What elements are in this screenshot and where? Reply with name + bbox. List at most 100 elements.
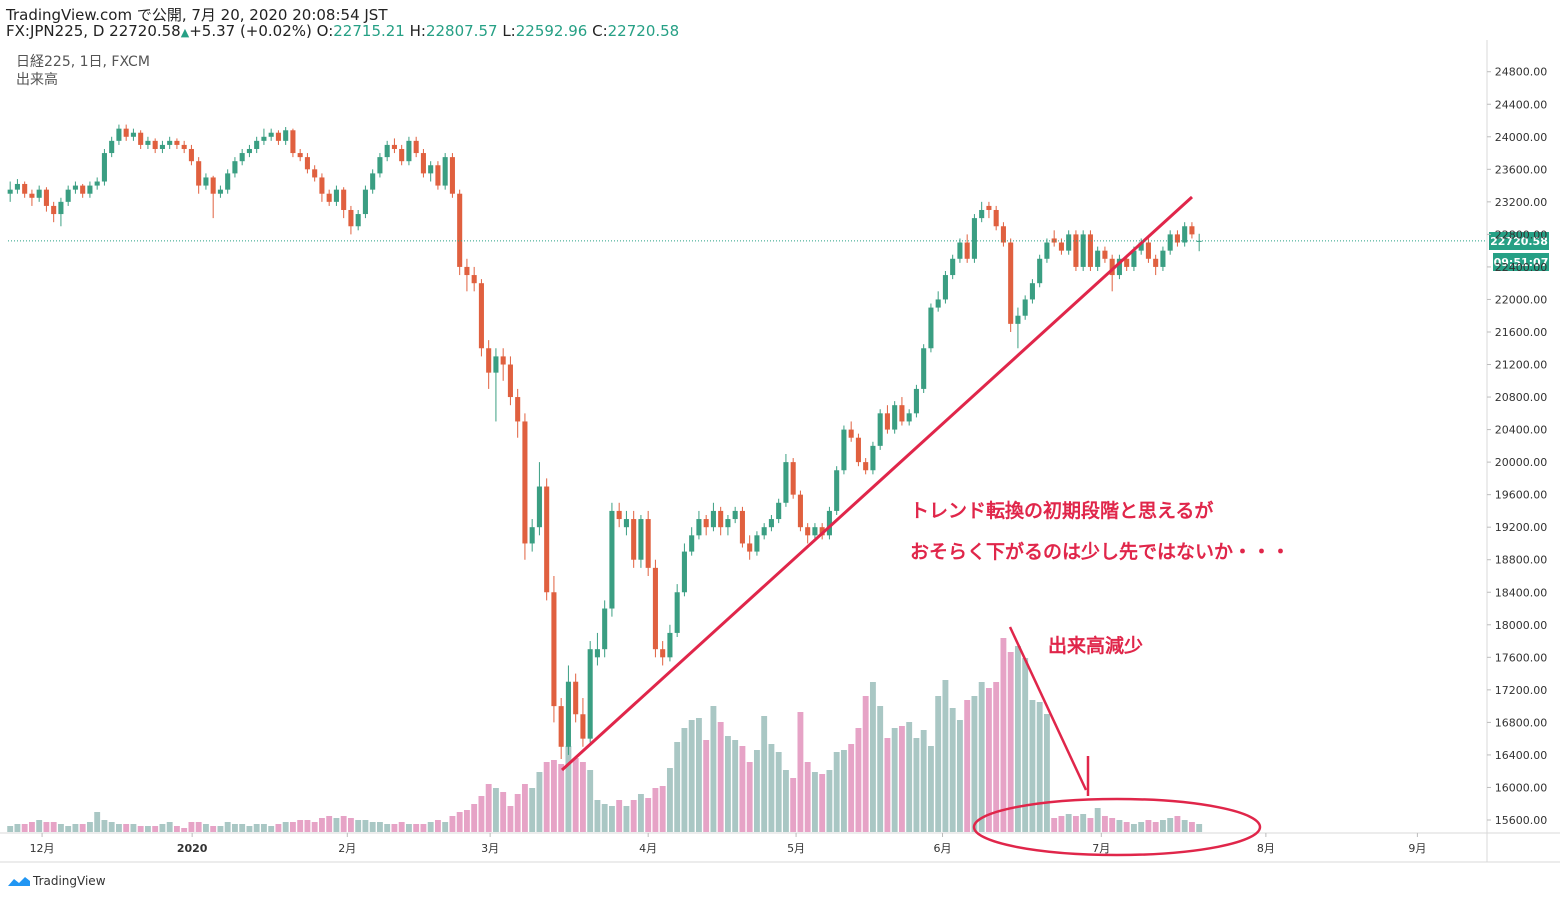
arrow-line <box>1008 626 1088 791</box>
y-tick-label: 23200.00 <box>1495 196 1548 209</box>
volume-bar <box>427 822 434 832</box>
volume-bar <box>855 728 862 832</box>
candle-body <box>790 462 796 495</box>
candle-body <box>283 130 289 141</box>
volume-bar <box>137 826 144 832</box>
y-tick-label: 21600.00 <box>1495 326 1548 339</box>
candle-body <box>1131 250 1137 267</box>
volume-bar <box>1087 818 1094 832</box>
volume-bar <box>811 772 818 832</box>
note: 出来高減少 <box>1048 634 1143 657</box>
candle-body <box>1000 226 1006 243</box>
volume-bar <box>848 744 855 832</box>
volume-bar <box>115 824 122 832</box>
arrow: ▲ <box>180 26 190 39</box>
volume-bar <box>282 822 289 832</box>
volume-bar <box>1123 822 1130 832</box>
volume-bar <box>971 696 978 832</box>
footer-logo[interactable]: TradingView <box>32 874 106 888</box>
volume-bar <box>935 696 942 832</box>
y-tick-label: 22000.00 <box>1495 293 1548 306</box>
candle-body <box>515 397 521 422</box>
candle-body <box>536 486 542 528</box>
candle-body <box>580 714 586 739</box>
volume-bar <box>616 800 623 832</box>
candle-body <box>848 429 854 438</box>
volume-bar <box>210 826 217 832</box>
volume-bar <box>710 706 717 832</box>
volume-bar <box>166 822 173 832</box>
volume-bar <box>130 824 137 832</box>
candle-body <box>58 201 64 215</box>
volume-bar <box>311 822 318 832</box>
candle-body <box>841 429 847 471</box>
volume-bar <box>993 682 1000 832</box>
volume-bar <box>949 708 956 832</box>
candle-body <box>1189 226 1195 235</box>
candle-body <box>362 189 368 215</box>
legend-volume: 出来高 <box>16 71 58 88</box>
volume-bar <box>623 806 630 832</box>
candle-body <box>261 136 267 141</box>
y-tick-label: 18000.00 <box>1495 619 1548 632</box>
candle-body <box>391 144 397 149</box>
volume-bar <box>594 800 601 832</box>
volume-bar <box>65 826 72 832</box>
volume-bar <box>72 824 79 832</box>
candle-body <box>1153 258 1159 267</box>
volume-bar <box>36 820 43 832</box>
volume-bar <box>369 822 376 832</box>
candle-body <box>544 486 550 593</box>
candle-body <box>130 132 136 137</box>
candle-body <box>623 519 629 528</box>
volume-bar <box>362 820 369 832</box>
candle-body <box>703 519 709 528</box>
volume-bar <box>500 792 507 832</box>
candle-body <box>493 356 499 373</box>
candle-body <box>406 140 412 162</box>
header-line2: FX:JPN225, D 22720.58▲+5.37 (+0.02%) O:2… <box>6 22 679 40</box>
volume-bar <box>1167 818 1174 832</box>
trend-line <box>560 195 1194 772</box>
volume-bar <box>1014 646 1021 832</box>
x-tick-label: 2月 <box>338 842 356 855</box>
candle-body <box>442 157 448 186</box>
candle-body <box>486 348 492 373</box>
volume-layer <box>7 638 1203 832</box>
volume-bar <box>231 824 238 832</box>
candle-body <box>7 189 13 194</box>
volume-bar <box>898 726 905 832</box>
candle-body <box>268 132 274 137</box>
volume-bar <box>123 824 130 832</box>
volume-bar <box>840 750 847 832</box>
candle-body <box>420 153 426 174</box>
volume-bar <box>1159 820 1166 832</box>
candle-body <box>761 527 767 536</box>
volume-bar <box>1080 814 1087 832</box>
volume-bar <box>703 740 710 832</box>
candle-body <box>123 128 129 137</box>
candle-body <box>573 681 579 715</box>
candle-body <box>834 470 840 511</box>
y-tick-label: 20800.00 <box>1495 391 1548 404</box>
candle-body <box>551 592 557 707</box>
volume-bar <box>753 750 760 832</box>
candle-body <box>167 140 173 145</box>
candle-body <box>72 185 78 190</box>
volume-bar <box>326 816 333 832</box>
candle-body <box>863 462 869 471</box>
legend-main: 日経225, 1日, FXCM <box>16 54 150 70</box>
candle-body <box>1080 234 1086 267</box>
volume-bar <box>652 788 659 832</box>
volume-bar <box>195 822 202 832</box>
candle-body <box>203 177 209 186</box>
volume-bar <box>1174 816 1181 832</box>
volume-bar <box>826 770 833 832</box>
volume-bar <box>797 712 804 832</box>
candle-body <box>1160 250 1166 267</box>
candle-body <box>80 185 86 194</box>
volume-bar <box>456 812 463 832</box>
volume-bar <box>463 810 470 832</box>
candle-body <box>1022 299 1028 316</box>
candle-body <box>979 209 985 219</box>
